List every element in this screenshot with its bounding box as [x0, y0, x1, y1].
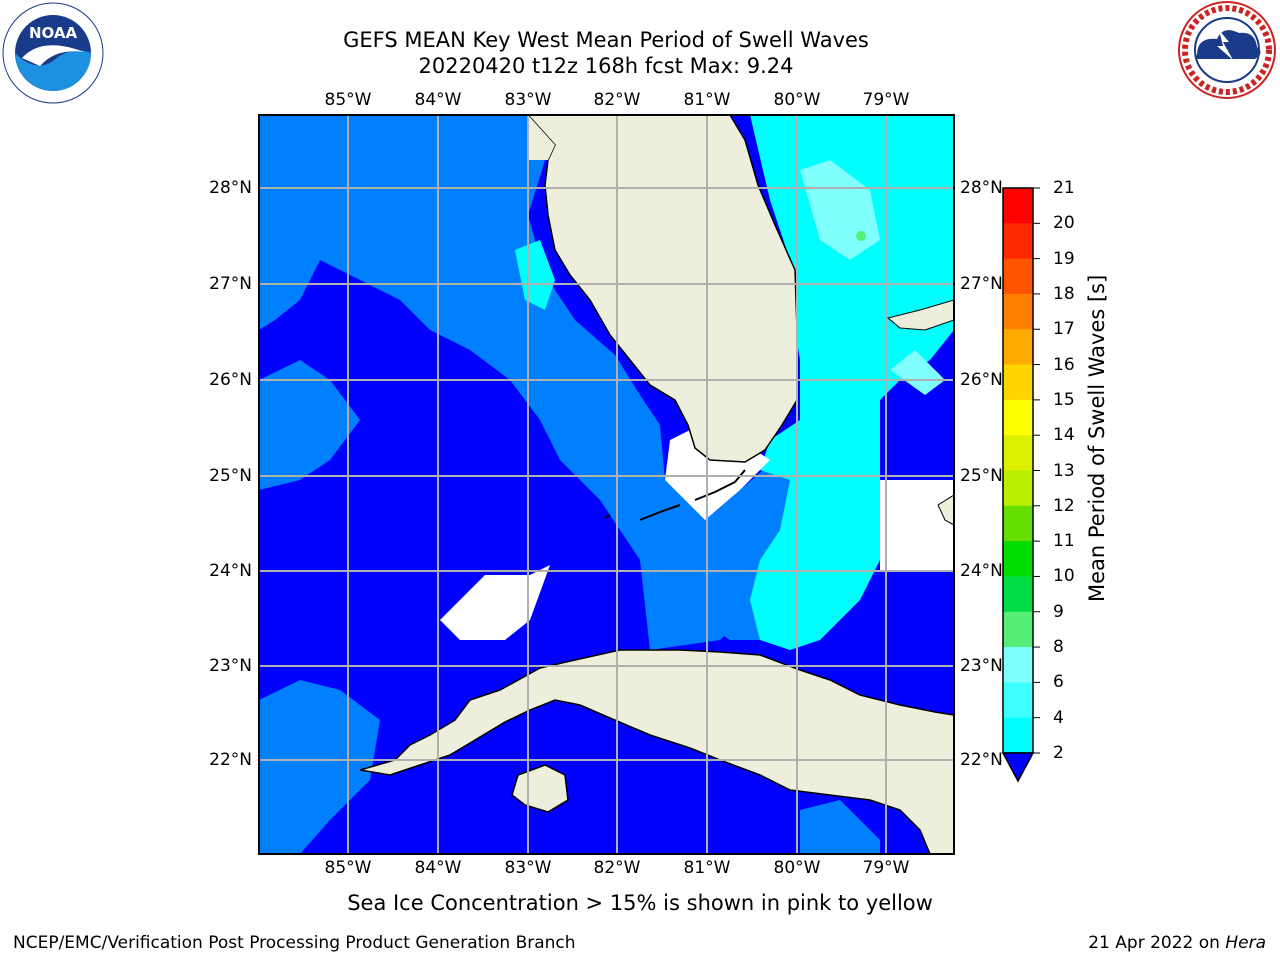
lat-label-right: 24°N	[960, 561, 1003, 581]
map-frame	[258, 114, 955, 855]
land-florida-west-coast	[528, 115, 555, 160]
lon-label-bottom: 83°W	[504, 858, 552, 878]
colorbar-band	[1003, 258, 1033, 295]
lat-label-left: 23°N	[209, 656, 252, 676]
land-isle-of-youth	[511, 764, 569, 813]
lat-label-right: 22°N	[960, 750, 1003, 770]
colorbar-tick-label: 8	[1053, 637, 1064, 658]
colorbar-band	[1003, 188, 1033, 224]
lon-label-top: 79°W	[862, 90, 910, 110]
graticule	[259, 115, 954, 854]
map-title: GEFS MEAN Key West Mean Period of Swell …	[343, 28, 869, 52]
footer-date: 21 Apr 2022 on Hera	[1088, 933, 1266, 953]
ocean-medium-blue-southeast	[800, 800, 880, 854]
nodata-bahamas	[880, 480, 954, 570]
colorbar-label: Mean Period of Swell Waves [s]	[1085, 274, 1109, 602]
colorbar-tick-label: 19	[1053, 248, 1075, 269]
footer-date-text: 21 Apr 2022 on	[1088, 933, 1226, 953]
colorbar	[1003, 187, 1040, 754]
lon-label-bottom: 80°W	[773, 858, 821, 878]
lat-label-right: 25°N	[960, 466, 1003, 486]
lon-label-top: 81°W	[683, 90, 731, 110]
colorbar-band	[1003, 399, 1033, 436]
lat-label-left: 22°N	[209, 750, 252, 770]
colorbar-tick-label: 11	[1053, 531, 1075, 552]
lat-label-left: 28°N	[209, 178, 252, 198]
colorbar-band	[1003, 470, 1033, 507]
lat-label-right: 28°N	[960, 178, 1003, 198]
nodata-gulf-south	[440, 565, 550, 640]
sea-ice-note: Sea Ice Concentration > 15% is shown in …	[347, 891, 933, 915]
land-florida	[526, 115, 798, 463]
colorbar-band	[1003, 611, 1033, 648]
lat-label-left: 25°N	[209, 466, 252, 486]
colorbar-tick-label: 10	[1053, 566, 1075, 587]
colorbar-tick-label: 16	[1053, 354, 1075, 375]
colorbar-tick-label: 6	[1053, 672, 1064, 693]
colorbar-tick-label: 17	[1053, 319, 1075, 340]
colorbar-band	[1003, 541, 1033, 577]
colorbar-band	[1003, 682, 1033, 719]
lon-label-top: 83°W	[504, 90, 552, 110]
lon-label-bottom: 84°W	[414, 858, 462, 878]
lat-label-right: 26°N	[960, 370, 1003, 390]
colorbar-tick-label: 18	[1053, 283, 1075, 304]
colorbar-band	[1003, 223, 1033, 260]
lon-label-bottom: 82°W	[593, 858, 641, 878]
lat-label-right: 23°N	[960, 656, 1003, 676]
colorbar-band	[1003, 576, 1033, 613]
land-bahamas-north	[886, 299, 954, 331]
lon-label-top: 84°W	[414, 90, 462, 110]
lat-label-right: 27°N	[960, 274, 1003, 294]
colorbar-tick-label: 21	[1053, 178, 1075, 198]
colorbar-band	[1003, 293, 1033, 330]
ocean-cyan-west	[515, 240, 555, 310]
colorbar-band	[1003, 435, 1033, 471]
footer-host: Hera	[1225, 933, 1266, 953]
colorbar-extension-min	[1001, 752, 1035, 783]
ocean-medium-blue-west	[259, 360, 360, 490]
ocean-medium-blue-lower-keys	[700, 540, 770, 640]
footer-credit: NCEP/EMC/Verification Post Processing Pr…	[13, 933, 576, 953]
lat-label-left: 27°N	[209, 274, 252, 294]
noaa-logo: NOAA	[2, 2, 104, 104]
lon-label-bottom: 81°W	[683, 858, 731, 878]
lat-label-left: 26°N	[209, 370, 252, 390]
lat-label-left: 24°N	[209, 561, 252, 581]
lon-label-bottom: 85°W	[324, 858, 372, 878]
colorbar-tick-label: 15	[1053, 389, 1075, 410]
ocean-light-cyan-east	[890, 350, 945, 395]
lon-label-bottom: 79°W	[862, 858, 910, 878]
nws-logo	[1178, 1, 1276, 99]
colorbar-tick-label: 2	[1053, 743, 1064, 763]
lon-label-top: 80°W	[773, 90, 821, 110]
ocean-cyan-gulfstream	[750, 115, 954, 650]
colorbar-band	[1003, 717, 1033, 754]
colorbar-tick-label: 4	[1053, 707, 1064, 728]
colorbar-tick-label: 9	[1053, 601, 1064, 622]
ocean-max-spot	[856, 231, 866, 241]
colorbar-tick-label: 20	[1053, 213, 1075, 234]
ocean-medium-blue-south	[259, 680, 380, 854]
lon-label-top: 85°W	[324, 90, 372, 110]
ocean-medium-blue-north	[259, 115, 800, 650]
land-cuba	[359, 649, 954, 854]
colorbar-tick-label: 14	[1053, 425, 1075, 446]
colorbar-band	[1003, 329, 1033, 366]
colorbar-band	[1003, 647, 1033, 683]
map-subtitle: 20220420 t12z 168h fcst Max: 9.24	[418, 54, 794, 78]
colorbar-tick-label: 12	[1053, 495, 1075, 516]
lon-label-top: 82°W	[593, 90, 641, 110]
colorbar-band	[1003, 505, 1033, 542]
land-bahamas-andros	[937, 494, 954, 526]
colorbar-tick-label: 13	[1053, 460, 1075, 481]
colorbar-band	[1003, 364, 1033, 401]
noaa-logo-text: NOAA	[29, 24, 78, 42]
